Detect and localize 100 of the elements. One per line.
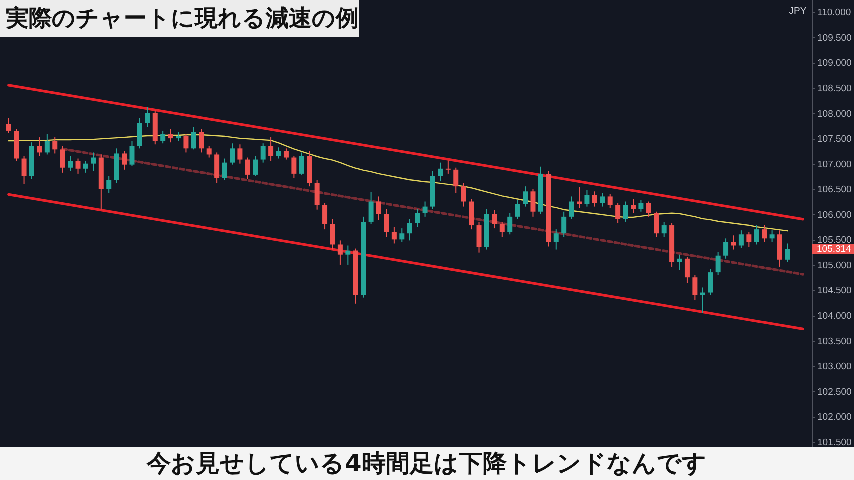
candlestick (708, 268, 714, 296)
candlestick (646, 201, 652, 218)
candlestick (500, 221, 505, 238)
y-tick-label: 103.000 (818, 362, 852, 373)
candlestick (392, 226, 397, 244)
candlestick (592, 191, 598, 208)
candlestick (523, 186, 528, 208)
candlestick (738, 230, 744, 249)
candlestick (684, 256, 690, 284)
candlestick (68, 156, 74, 172)
candlestick (91, 152, 96, 172)
candlestick (238, 144, 243, 164)
y-tick-label: 109.500 (818, 32, 852, 44)
candlestick (454, 167, 459, 194)
candlestick (508, 212, 513, 236)
candlestick (654, 211, 660, 238)
y-axis-title: JPY (789, 6, 808, 17)
candlestick (230, 143, 235, 166)
candlestick (52, 137, 58, 154)
candlestick (623, 201, 628, 222)
candlestick (83, 160, 88, 174)
y-tick-label: 105.500 (818, 235, 852, 246)
candlestick (22, 156, 27, 185)
candlestick (199, 128, 204, 154)
candlestick (184, 134, 189, 154)
candlestick (245, 157, 250, 180)
candlestick (692, 274, 698, 301)
y-tick-label: 102.000 (818, 412, 852, 424)
candlestick (700, 287, 706, 314)
candlestick (292, 156, 297, 178)
candlestick (384, 208, 390, 238)
candlestick (137, 118, 142, 150)
candlestick (76, 158, 81, 174)
candlestick (338, 240, 343, 266)
candlestick (569, 196, 574, 220)
candlestick (376, 196, 382, 221)
candlestick (584, 190, 590, 208)
candlestick (562, 211, 567, 238)
candlestick (754, 225, 760, 246)
candlestick (368, 192, 374, 226)
candlestick (616, 202, 621, 224)
y-tick-label: 107.500 (818, 134, 852, 146)
y-tick-label: 105.000 (818, 260, 852, 272)
y-tick-label: 104.500 (818, 286, 852, 297)
candlestick (260, 143, 266, 164)
candlestick (145, 106, 150, 128)
candlestick (299, 152, 304, 176)
candlestick (6, 118, 12, 134)
y-tick-label: 106.500 (818, 184, 852, 196)
candlestick (206, 146, 212, 158)
y-tick-label: 109.000 (818, 58, 852, 70)
candlestick (716, 252, 721, 276)
candlestick (461, 182, 466, 208)
y-tick-label: 104.000 (818, 311, 852, 322)
candlestick (476, 221, 482, 254)
chart-title: 実際のチャートに現れる減速の例 (5, 5, 359, 32)
candlestick (638, 200, 644, 212)
candlestick (630, 198, 636, 214)
candlestick (446, 160, 451, 174)
candlestick (469, 198, 474, 230)
candlestick (677, 254, 682, 271)
candlestick (530, 188, 536, 218)
candlestick (222, 158, 228, 181)
y-tick-label: 108.000 (818, 108, 852, 120)
candlestick (731, 235, 736, 250)
candlestick (160, 130, 166, 144)
candlestick (438, 162, 444, 182)
candlestick (746, 232, 752, 248)
y-tick-label: 106.000 (818, 210, 852, 221)
candlestick (314, 180, 320, 210)
candlestick (268, 136, 274, 162)
candlestick (168, 128, 174, 144)
y-tick-label: 108.500 (818, 83, 852, 94)
candlestick (330, 218, 336, 250)
y-tick-label: 107.000 (818, 159, 852, 170)
candlestick (214, 152, 220, 184)
candlestick (37, 137, 42, 157)
candlestick (662, 221, 667, 238)
candlestick (400, 228, 405, 243)
y-tick-label: 103.500 (818, 336, 852, 348)
candlestick (724, 238, 729, 260)
candlestick (407, 218, 412, 242)
candlestick (554, 229, 559, 250)
candlestick (762, 224, 768, 243)
candlestick (608, 194, 613, 209)
candlestick (253, 156, 258, 177)
candlestick (770, 230, 775, 243)
candlestick (515, 200, 520, 220)
y-tick-label: 101.500 (818, 437, 852, 448)
candlestick (577, 186, 582, 209)
candlestick (60, 146, 66, 174)
candlestick (415, 208, 420, 228)
y-tick-label: 110.000 (818, 8, 852, 19)
candlestick (130, 140, 135, 167)
candlestick (276, 147, 282, 160)
text: 105.314 (817, 244, 852, 256)
candlestick (492, 210, 498, 230)
candlestick (44, 134, 50, 156)
text: 今お見せしている4時間足は下降トレンドなんです (146, 450, 707, 478)
y-tick-label: 102.500 (818, 386, 852, 398)
